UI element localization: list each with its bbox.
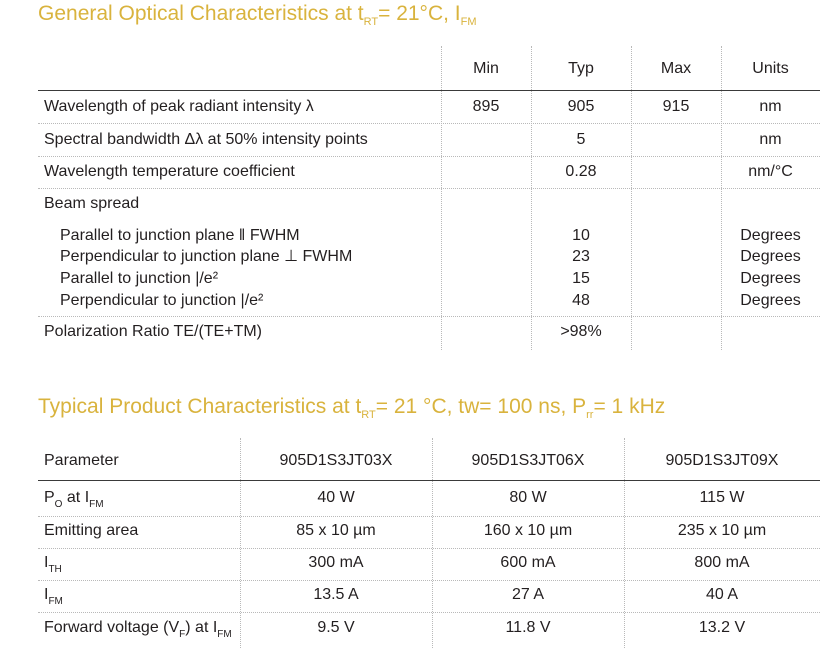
parameter-value: 11.8 V (505, 619, 551, 636)
parameter-value: 9.5 V (317, 619, 355, 636)
row-typ: 0.28 (565, 163, 597, 180)
beam-item-units: Degrees (740, 227, 801, 244)
parameter-value: 115 W (699, 489, 745, 506)
beam-item-typ: 15 (572, 270, 590, 287)
product-characteristics-title: Typical Product Characteristics at tRT= … (38, 395, 666, 421)
row-label: Wavelength temperature coefficient (44, 163, 295, 180)
beam-item-units: Degrees (740, 292, 801, 309)
parameter-value: 85 x 10 µm (296, 522, 376, 539)
beam-item-label: Parallel to junction |/e² (60, 270, 219, 287)
beam-item-label: Perpendicular to junction |/e² (60, 292, 264, 309)
row-typ: 905 (567, 98, 595, 115)
header-units: Units (752, 60, 789, 77)
parameter-value: 13.2 V (698, 619, 746, 636)
parameter-value: 800 mA (694, 554, 750, 571)
beam-item-typ: 10 (572, 227, 590, 244)
header-model: 905D1S3JT09X (665, 452, 779, 469)
beam-item-units: Degrees (740, 270, 801, 287)
parameter-value: 235 x 10 µm (677, 522, 767, 539)
parameter-value: 160 x 10 µm (483, 522, 573, 539)
header-typ: Typ (568, 60, 594, 77)
parameter-label: PO at IFM (44, 489, 104, 510)
row-label: Spectral bandwidth Δλ at 50% intensity p… (44, 131, 368, 148)
row-units: nm (759, 98, 782, 115)
beam-spread-label: Beam spread (44, 195, 140, 212)
header-model: 905D1S3JT03X (279, 452, 393, 469)
parameter-value: 27 A (511, 586, 545, 603)
parameter-value: 80 W (509, 489, 547, 506)
parameter-label: ITH (44, 554, 62, 575)
row-units: nm/°C (748, 163, 793, 180)
beam-item-label: Parallel to junction plane ‖ FWHM (60, 227, 300, 244)
row-units: nm (759, 131, 782, 148)
parameter-label: Emitting area (44, 522, 139, 539)
row-max: 915 (662, 98, 690, 115)
parameter-value: 13.5 A (313, 586, 359, 603)
beam-item-typ: 23 (572, 248, 590, 265)
row-label: Wavelength of peak radiant intensity λ (44, 98, 314, 115)
row-typ: 5 (576, 131, 586, 148)
parameter-value: 300 mA (308, 554, 364, 571)
header-parameter: Parameter (44, 452, 119, 469)
parameter-label: IFM (44, 586, 63, 607)
optical-characteristics-title: General Optical Characteristics at tRT= … (38, 2, 477, 28)
row-min: 895 (472, 98, 500, 115)
beam-item-units: Degrees (740, 248, 801, 265)
header-model: 905D1S3JT06X (471, 452, 585, 469)
parameter-value: 40 W (317, 489, 355, 506)
polarization-typ: >98% (560, 323, 602, 340)
header-min: Min (473, 60, 499, 77)
product-characteristics-table: Parameter 905D1S3JT03X 905D1S3JT06X 905D… (38, 438, 820, 648)
beam-item-typ: 48 (572, 292, 590, 309)
parameter-value: 600 mA (500, 554, 556, 571)
optical-characteristics-table: Min Typ Max Units Wavelength of peak rad… (38, 46, 820, 350)
parameter-value: 40 A (705, 586, 739, 603)
header-max: Max (660, 60, 692, 77)
beam-item-label: Perpendicular to junction plane ⊥ FWHM (60, 248, 353, 265)
polarization-label: Polarization Ratio TE/(TE+TM) (44, 323, 262, 340)
parameter-label: Forward voltage (VF) at IFM (44, 619, 232, 640)
